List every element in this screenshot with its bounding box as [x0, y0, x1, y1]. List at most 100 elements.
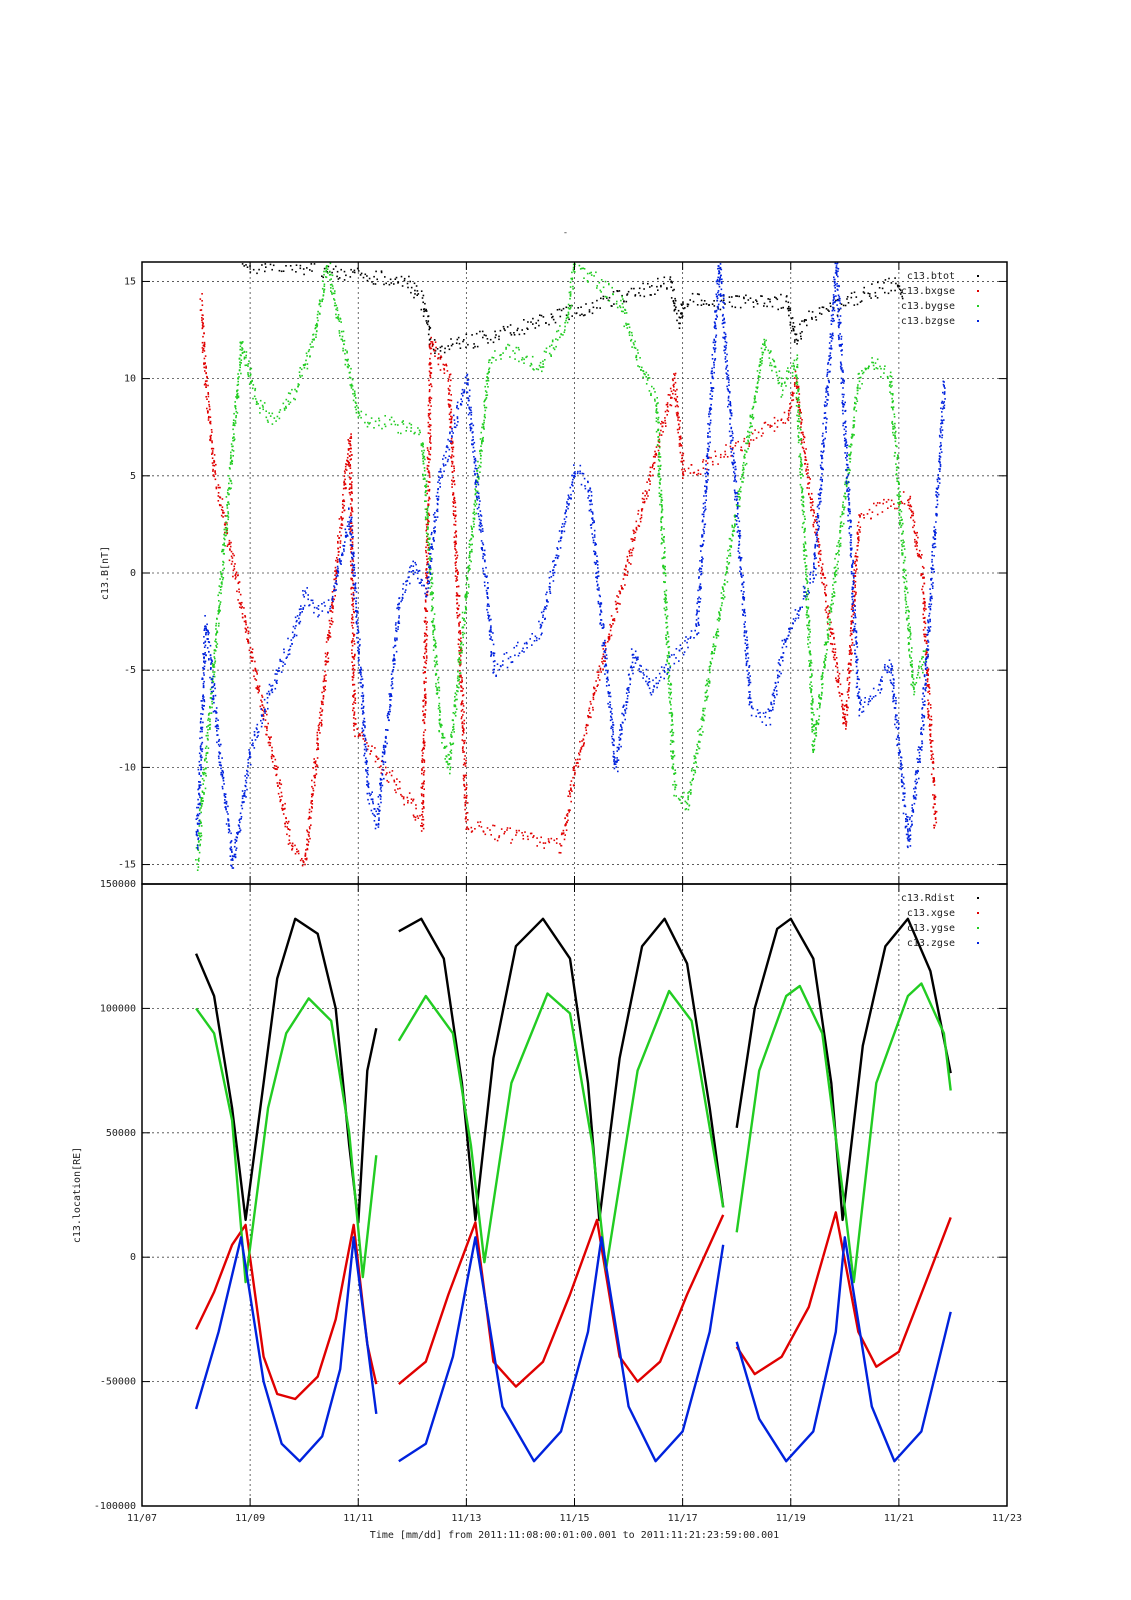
data-point	[654, 391, 656, 393]
data-point	[670, 755, 673, 757]
data-point	[414, 431, 416, 434]
data-point	[243, 620, 246, 623]
data-point	[608, 633, 610, 636]
data-point	[316, 324, 319, 326]
data-point	[306, 355, 308, 357]
data-point	[929, 729, 932, 731]
data-point	[793, 326, 796, 328]
data-point	[657, 429, 659, 432]
data-point	[426, 447, 429, 449]
data-point	[438, 705, 440, 707]
data-point	[641, 366, 643, 369]
data-point	[928, 714, 930, 717]
data-point	[803, 451, 806, 454]
data-point	[664, 596, 667, 599]
data-point	[199, 820, 202, 823]
data-point	[422, 793, 425, 796]
data-point	[202, 335, 204, 338]
data-point	[458, 653, 461, 655]
data-point	[349, 276, 352, 278]
data-point	[848, 653, 851, 655]
data-point	[467, 343, 469, 346]
data-point	[527, 328, 529, 330]
data-point	[820, 553, 822, 556]
data-point	[251, 387, 254, 390]
data-point	[219, 589, 222, 591]
data-point	[708, 668, 711, 670]
data-point	[306, 830, 309, 833]
data-point	[761, 360, 763, 362]
data-point	[661, 506, 663, 508]
data-point	[339, 334, 341, 337]
data-point	[316, 737, 319, 740]
data-point	[200, 834, 203, 837]
data-point	[669, 387, 672, 390]
data-point	[455, 342, 458, 344]
data-point	[676, 401, 679, 403]
data-point	[206, 398, 208, 400]
data-point	[454, 698, 457, 701]
data-point	[311, 338, 314, 341]
data-point	[551, 316, 553, 319]
data-point	[660, 520, 662, 523]
data-point	[271, 753, 273, 756]
data-point	[348, 465, 350, 467]
data-point	[674, 783, 676, 786]
data-point	[217, 625, 220, 627]
data-point	[316, 325, 318, 328]
data-point	[660, 499, 663, 501]
data-point	[350, 367, 352, 370]
data-point	[427, 506, 429, 508]
data-point	[849, 646, 851, 648]
data-point	[734, 516, 736, 518]
data-point	[818, 307, 821, 309]
data-point	[384, 425, 387, 428]
data-point	[698, 293, 700, 296]
data-point	[630, 331, 633, 334]
data-point	[466, 826, 468, 828]
data-point	[628, 552, 631, 554]
data-point	[785, 295, 788, 298]
data-point	[316, 748, 318, 751]
data-point	[429, 343, 432, 345]
data-point	[675, 398, 677, 401]
data-point	[331, 285, 334, 287]
data-point	[228, 467, 231, 469]
data-point	[661, 508, 664, 511]
data-point	[455, 534, 457, 537]
data-point	[256, 671, 258, 673]
data-point	[696, 752, 699, 755]
data-point	[688, 804, 691, 807]
data-point	[427, 413, 430, 415]
data-point	[672, 723, 674, 726]
data-point	[449, 772, 451, 775]
data-point	[914, 541, 916, 543]
data-point	[347, 448, 350, 450]
data-point	[439, 369, 442, 371]
data-point	[850, 659, 852, 661]
data-point	[738, 488, 741, 490]
data-point	[424, 709, 427, 711]
data-point	[761, 295, 763, 297]
data-point	[285, 821, 288, 823]
data-point	[424, 474, 426, 476]
data-point	[676, 404, 678, 407]
data-point	[277, 766, 279, 769]
data-point	[756, 370, 759, 372]
data-point	[657, 439, 660, 442]
data-point	[205, 745, 208, 748]
data-point	[420, 825, 422, 827]
data-point	[671, 397, 673, 399]
data-point	[845, 705, 848, 708]
data-point	[699, 728, 702, 730]
data-point	[426, 514, 428, 516]
data-point	[222, 548, 225, 551]
data-point	[299, 376, 302, 378]
data-point	[565, 319, 567, 322]
data-point	[222, 577, 225, 579]
data-point	[750, 439, 752, 441]
data-point	[442, 737, 444, 739]
data-point	[423, 308, 426, 310]
data-point	[579, 758, 581, 761]
data-point	[829, 305, 832, 308]
